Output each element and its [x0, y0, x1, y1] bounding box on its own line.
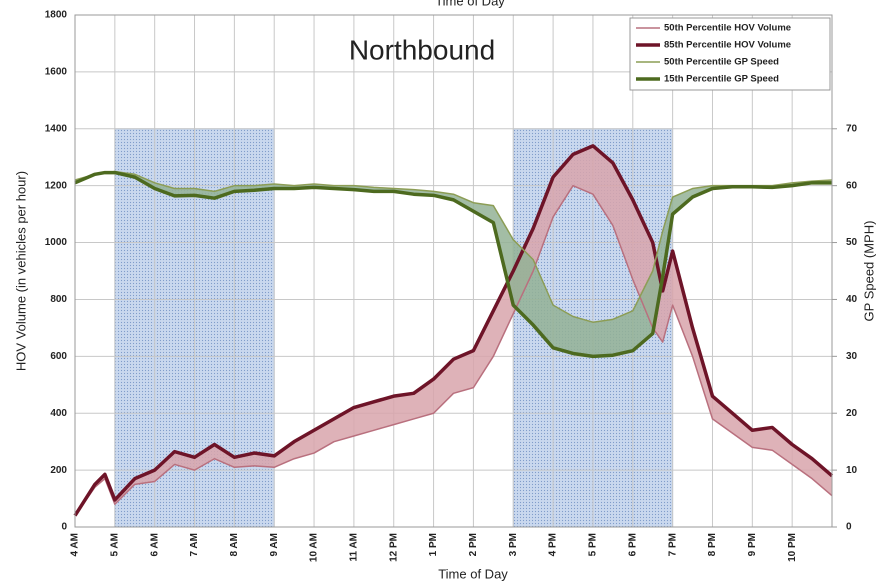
y-tick-label: 800 [50, 294, 67, 305]
y2-axis-label: GP Speed (MPH) [861, 221, 876, 322]
y-tick-label: 400 [50, 408, 67, 419]
y-tick-label: 0 [61, 522, 67, 533]
x-tick-label: 5 AM [109, 533, 120, 557]
x-tick-label: 8 PM [707, 533, 718, 556]
top-label: Time of Day [435, 0, 505, 8]
x-tick-label: 2 PM [468, 533, 479, 556]
x-tick-label: 3 PM [508, 533, 519, 556]
y2-tick-label: 40 [846, 294, 858, 305]
legend-label: 15th Percentile GP Speed [664, 74, 779, 85]
series-line [74, 184, 833, 517]
chart-title: Northbound [349, 34, 495, 65]
band-fill [75, 145, 832, 516]
legend-box [629, 17, 831, 91]
y2-tick-label: 50 [846, 237, 858, 248]
y2-tick-label: 70 [846, 123, 858, 134]
x-tick-label: 8 AM [229, 533, 240, 557]
series-line [74, 170, 832, 359]
x-tick-label: 7 PM [667, 533, 678, 556]
x-tick-label: 10 PM [787, 533, 798, 562]
legend-label: 85th Percentile HOV Volume [664, 40, 791, 51]
x-tick-label: 6 PM [627, 533, 638, 556]
band-fill [75, 171, 832, 357]
y2-tick-label: 20 [846, 408, 858, 419]
legend-label: 50th Percentile GP Speed [664, 57, 779, 68]
x-axis-label: Time of Day [438, 566, 508, 581]
y-tick-label: 1800 [45, 10, 68, 21]
series-line [73, 144, 834, 517]
y-tick-label: 600 [50, 351, 67, 362]
x-tick-label: 7 AM [189, 533, 200, 557]
x-tick-label: 9 AM [269, 533, 280, 557]
y2-tick-label: 0 [846, 522, 852, 533]
series-line [74, 170, 833, 323]
y2-tick-label: 10 [846, 465, 858, 476]
legend-label: 50th Percentile HOV Volume [664, 23, 791, 34]
y-axis-label: HOV Volume (in vehicles per hour) [13, 171, 28, 371]
y-tick-label: 1000 [45, 237, 68, 248]
x-tick-label: 10 AM [309, 533, 320, 562]
x-tick-label: 9 PM [747, 533, 758, 556]
y2-tick-label: 30 [846, 351, 858, 362]
y-tick-label: 1200 [45, 180, 68, 191]
x-tick-label: 1 PM [428, 533, 439, 556]
plot-frame [74, 14, 833, 528]
y2-tick-label: 60 [846, 180, 858, 191]
x-tick-label: 4 PM [548, 533, 559, 556]
y-tick-label: 1600 [45, 67, 68, 78]
x-tick-label: 12 PM [388, 533, 399, 562]
x-tick-label: 4 AM [70, 533, 81, 557]
x-tick-label: 11 AM [349, 533, 360, 562]
y-tick-label: 200 [50, 465, 67, 476]
y-tick-label: 1400 [45, 123, 68, 134]
x-tick-label: 5 PM [588, 533, 599, 556]
x-tick-label: 6 AM [149, 533, 160, 557]
